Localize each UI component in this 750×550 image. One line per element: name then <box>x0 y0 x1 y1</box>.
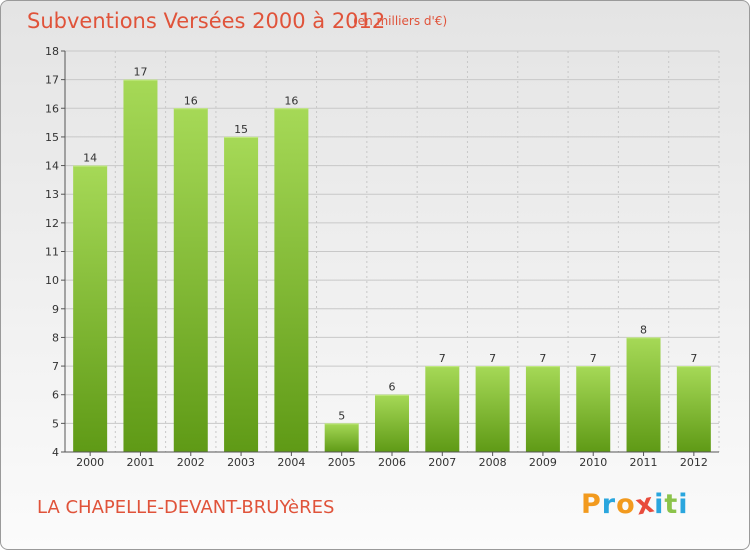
y-tick-label: 12 <box>45 217 59 230</box>
y-tick-label: 18 <box>45 45 59 58</box>
x-tick-label: 2007 <box>428 456 456 469</box>
bar-value-label: 7 <box>439 352 446 365</box>
bar-value-label: 17 <box>133 66 147 79</box>
x-tick-label: 2004 <box>277 456 305 469</box>
axes <box>61 50 719 456</box>
bar-value-label: 7 <box>590 352 597 365</box>
y-tick-label: 4 <box>52 446 59 459</box>
bar <box>626 337 661 452</box>
logo-letter: P <box>581 489 602 520</box>
logo-letter: t <box>664 489 679 520</box>
bar-value-label: 6 <box>389 381 396 394</box>
bar <box>173 108 208 453</box>
labels: 4 5 6 7 8 9 10 11 12 13 14 15 16 17 18 14 2000 17 2001 16 20… <box>45 45 708 469</box>
bar <box>224 136 259 452</box>
proxiti-logo: Proxiti <box>581 487 689 521</box>
y-tick-label: 9 <box>52 303 59 316</box>
bars <box>73 79 711 453</box>
bar <box>324 423 359 452</box>
x-tick-label: 2003 <box>227 456 255 469</box>
unit-note: (en milliers d'€) <box>353 14 448 28</box>
logo-letter: i <box>678 489 689 520</box>
y-tick-label: 11 <box>45 246 59 259</box>
y-tick-label: 16 <box>45 102 59 115</box>
bar <box>576 366 611 452</box>
bar <box>525 366 560 452</box>
bar-value-label: 14 <box>83 152 97 165</box>
y-tick-label: 6 <box>52 389 59 402</box>
y-tick-label: 5 <box>52 417 59 430</box>
bar-value-label: 16 <box>284 94 298 107</box>
y-tick-label: 13 <box>45 188 59 201</box>
bar-value-label: 8 <box>640 323 647 336</box>
chart-title: Subventions Versées 2000 à 2012 <box>27 9 386 33</box>
bar-value-label: 7 <box>539 352 546 365</box>
logo-letter: i <box>654 489 665 520</box>
y-tick-label: 8 <box>52 331 59 344</box>
bar-value-label: 5 <box>338 409 345 422</box>
y-tick-label: 14 <box>45 160 59 173</box>
bar-value-label: 15 <box>234 123 248 136</box>
bar-value-label: 16 <box>184 94 198 107</box>
x-tick-label: 2005 <box>328 456 356 469</box>
y-tick-label: 17 <box>45 74 59 87</box>
x-tick-label: 2011 <box>630 456 658 469</box>
bar <box>375 394 409 452</box>
bar-value-label: 7 <box>489 352 496 365</box>
x-tick-label: 2001 <box>126 456 154 469</box>
bar <box>676 366 711 452</box>
x-tick-label: 2009 <box>529 456 557 469</box>
logo-letter: o <box>616 489 636 520</box>
x-tick-label: 2006 <box>378 456 406 469</box>
y-tick-label: 7 <box>52 360 59 373</box>
commune-name: LA CHAPELLE-DEVANT-BRUYèRES <box>37 497 335 518</box>
x-tick-label: 2002 <box>177 456 205 469</box>
bar <box>274 108 309 453</box>
bar <box>73 165 108 453</box>
x-tick-label: 2000 <box>76 456 104 469</box>
bar <box>123 79 158 453</box>
x-tick-label: 2008 <box>479 456 507 469</box>
x-tick-label: 2012 <box>680 456 708 469</box>
x-tick-label: 2010 <box>579 456 607 469</box>
bar-value-label: 7 <box>690 352 697 365</box>
bar <box>475 366 510 452</box>
y-tick-label: 10 <box>45 274 59 287</box>
logo-letter: r <box>601 489 617 520</box>
bar <box>425 366 460 452</box>
y-tick-label: 15 <box>45 131 59 144</box>
